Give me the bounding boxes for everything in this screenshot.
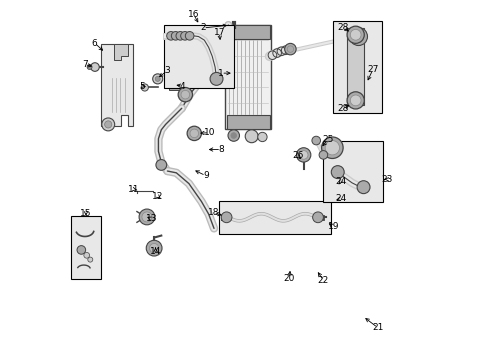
Text: 22: 22 [317, 276, 328, 285]
Circle shape [171, 32, 180, 40]
Circle shape [77, 246, 85, 254]
Circle shape [102, 118, 115, 131]
Circle shape [176, 32, 184, 40]
Circle shape [210, 72, 223, 85]
Circle shape [244, 130, 258, 143]
Circle shape [146, 240, 162, 256]
Text: 27: 27 [366, 65, 378, 74]
Bar [333, 22, 381, 113]
Circle shape [83, 252, 89, 258]
Text: 17: 17 [213, 28, 224, 37]
Text: 9: 9 [203, 171, 208, 180]
Circle shape [321, 137, 343, 158]
Text: 13: 13 [145, 214, 157, 223]
Text: 16: 16 [187, 10, 199, 19]
Circle shape [87, 64, 92, 69]
Text: 28: 28 [337, 104, 348, 113]
Polygon shape [113, 44, 128, 60]
Circle shape [356, 181, 369, 194]
Circle shape [299, 150, 307, 159]
Text: 24: 24 [334, 194, 346, 203]
Circle shape [221, 212, 231, 223]
Text: 23: 23 [381, 175, 392, 184]
Circle shape [88, 257, 93, 262]
Text: 18: 18 [207, 208, 219, 217]
Circle shape [142, 212, 152, 222]
Circle shape [319, 150, 327, 159]
Circle shape [349, 28, 367, 45]
Circle shape [312, 212, 323, 223]
Text: 3: 3 [164, 66, 170, 75]
Circle shape [90, 63, 99, 71]
Circle shape [349, 30, 360, 40]
Bar [219, 201, 330, 234]
Text: 4: 4 [180, 82, 185, 91]
Circle shape [346, 92, 364, 109]
Text: 5: 5 [139, 82, 145, 91]
Bar [349, 28, 367, 45]
Circle shape [155, 76, 160, 81]
Text: 25: 25 [322, 135, 333, 144]
Circle shape [311, 136, 320, 145]
Circle shape [166, 32, 175, 40]
Circle shape [346, 26, 364, 43]
Circle shape [152, 74, 163, 84]
Circle shape [286, 46, 293, 52]
Text: 14: 14 [149, 247, 161, 256]
Circle shape [141, 84, 148, 91]
Text: 20: 20 [283, 274, 294, 283]
Text: 28: 28 [337, 23, 348, 32]
Text: 2: 2 [200, 23, 205, 32]
Circle shape [178, 87, 192, 102]
Bar [347, 26, 368, 47]
Text: 8: 8 [218, 145, 224, 154]
Circle shape [185, 32, 194, 40]
Circle shape [104, 121, 112, 128]
Circle shape [227, 130, 239, 141]
Circle shape [149, 243, 159, 253]
Text: 26: 26 [291, 151, 303, 160]
Circle shape [139, 209, 155, 225]
Text: 24: 24 [334, 177, 346, 186]
Bar [169, 79, 180, 90]
Circle shape [230, 133, 236, 138]
Circle shape [284, 43, 296, 55]
Circle shape [257, 132, 266, 141]
Text: 1: 1 [218, 69, 224, 78]
Circle shape [187, 126, 201, 140]
Text: 19: 19 [327, 222, 339, 231]
Bar [226, 25, 269, 40]
Text: 7: 7 [82, 60, 88, 69]
Circle shape [349, 95, 360, 106]
Text: 6: 6 [92, 39, 97, 48]
Bar [346, 28, 363, 105]
Bar [163, 25, 233, 88]
Text: 21: 21 [371, 323, 383, 332]
Text: 15: 15 [80, 209, 92, 218]
Circle shape [180, 32, 189, 40]
Bar [226, 115, 269, 129]
Circle shape [181, 90, 189, 99]
Bar [70, 216, 101, 279]
Bar [224, 25, 271, 129]
Text: 10: 10 [203, 128, 215, 137]
Circle shape [156, 159, 166, 170]
Bar [323, 140, 382, 202]
Circle shape [330, 166, 344, 179]
Circle shape [325, 140, 339, 155]
Polygon shape [101, 44, 133, 126]
Text: 11: 11 [128, 185, 140, 194]
Circle shape [296, 148, 310, 162]
Text: 12: 12 [152, 192, 163, 201]
Circle shape [190, 129, 198, 138]
